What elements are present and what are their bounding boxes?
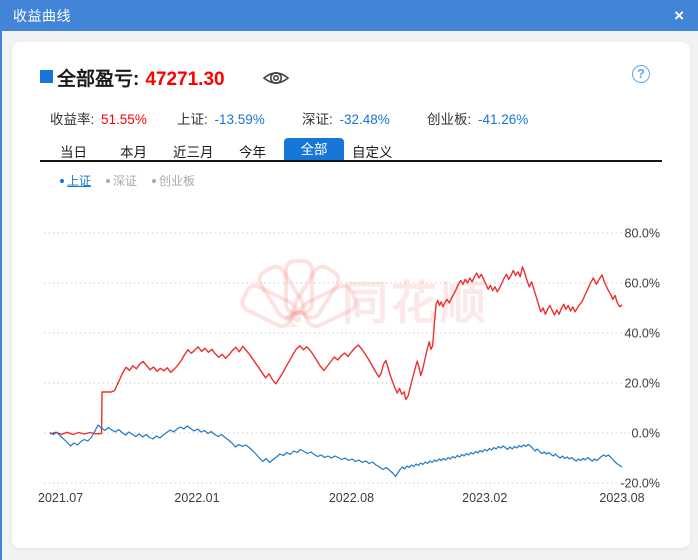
total-pnl-label: 全部盈亏: (57, 69, 140, 90)
profit-panel: 全部盈亏: 47271.30 ? 收益率: 51.55% 上证: -13.59% (12, 42, 690, 548)
stat-shanghai: 上证: -13.59% (177, 112, 265, 127)
watermark: ♠ 同花顺 (240, 259, 489, 335)
series-line-账户收益 (49, 266, 623, 436)
index-legend: 上证 深证 创业板 (60, 172, 195, 189)
stat-chinext: 创业板: -41.26% (427, 112, 529, 127)
close-icon[interactable]: × (674, 6, 684, 25)
stats-row: 收益率: 51.55% 上证: -13.59% 深证: -32.48% 创业板:… (12, 108, 690, 128)
x-axis-tick-label: 2023.08 (599, 491, 644, 505)
panel-header: 全部盈亏: 47271.30 ? (12, 62, 690, 94)
legend-dot-icon (106, 178, 111, 183)
profit-chart[interactable]: ♠ 同花顺 80.0% 60.0% 40.0% 20.0% 0.0% -20.0% 2021… (30, 215, 690, 515)
blue-square-bullet-icon (40, 70, 53, 83)
watermark-text: 同花顺 (342, 277, 489, 329)
title-bar: 收益曲线 × (2, 0, 698, 31)
tab-month[interactable]: 本月 (120, 145, 147, 160)
window-title: 收益曲线 (13, 7, 71, 24)
help-icon[interactable]: ? (632, 65, 650, 83)
x-axis-tick-label: 2022.01 (174, 491, 219, 505)
y-axis-tick-label: 20.0% (625, 377, 660, 391)
period-tabs: 当日 本月 近三月 今年 全部 自定义 (12, 138, 690, 162)
series-line-上证 (49, 424, 623, 478)
total-pnl: 全部盈亏: 47271.30 (57, 64, 225, 91)
tab-3months[interactable]: 近三月 (173, 145, 214, 160)
legend-item-shanghai[interactable]: 上证 (60, 172, 91, 189)
tabs-underline (40, 160, 662, 162)
stat-yield-rate: 收益率: 51.55% (50, 112, 147, 127)
tab-year[interactable]: 今年 (239, 145, 266, 160)
legend-dot-icon (60, 178, 64, 183)
profit-chart-container: ♠ 同花顺 80.0% 60.0% 40.0% 20.0% 0.0% -20.0% 2021… (30, 215, 690, 515)
y-axis-tick-label: 40.0% (625, 327, 660, 341)
y-axis-tick-label: 80.0% (625, 227, 660, 241)
total-pnl-value: 47271.30 (145, 69, 225, 90)
legend-item-chinext[interactable]: 创业板 (152, 172, 195, 189)
x-axis-tick-label: 2022.08 (329, 491, 374, 505)
tab-custom[interactable]: 自定义 (352, 145, 393, 160)
tab-today[interactable]: 当日 (60, 145, 87, 160)
legend-item-shenzhen[interactable]: 深证 (106, 172, 137, 189)
x-axis-tick-label: 2023.02 (462, 491, 507, 505)
x-axis-tick-label: 2021.07 (38, 491, 83, 505)
stat-shenzhen: 深证: -32.48% (302, 112, 390, 127)
tab-all[interactable]: 全部 (284, 138, 344, 162)
legend-dot-icon (152, 178, 157, 183)
watermark-spade-icon: ♠ (284, 297, 302, 335)
y-axis-tick-label: -20.0% (620, 477, 660, 491)
y-axis-tick-label: 0.0% (632, 427, 661, 441)
eye-toggle-icon[interactable] (261, 66, 291, 90)
y-axis-tick-label: 60.0% (625, 277, 660, 291)
